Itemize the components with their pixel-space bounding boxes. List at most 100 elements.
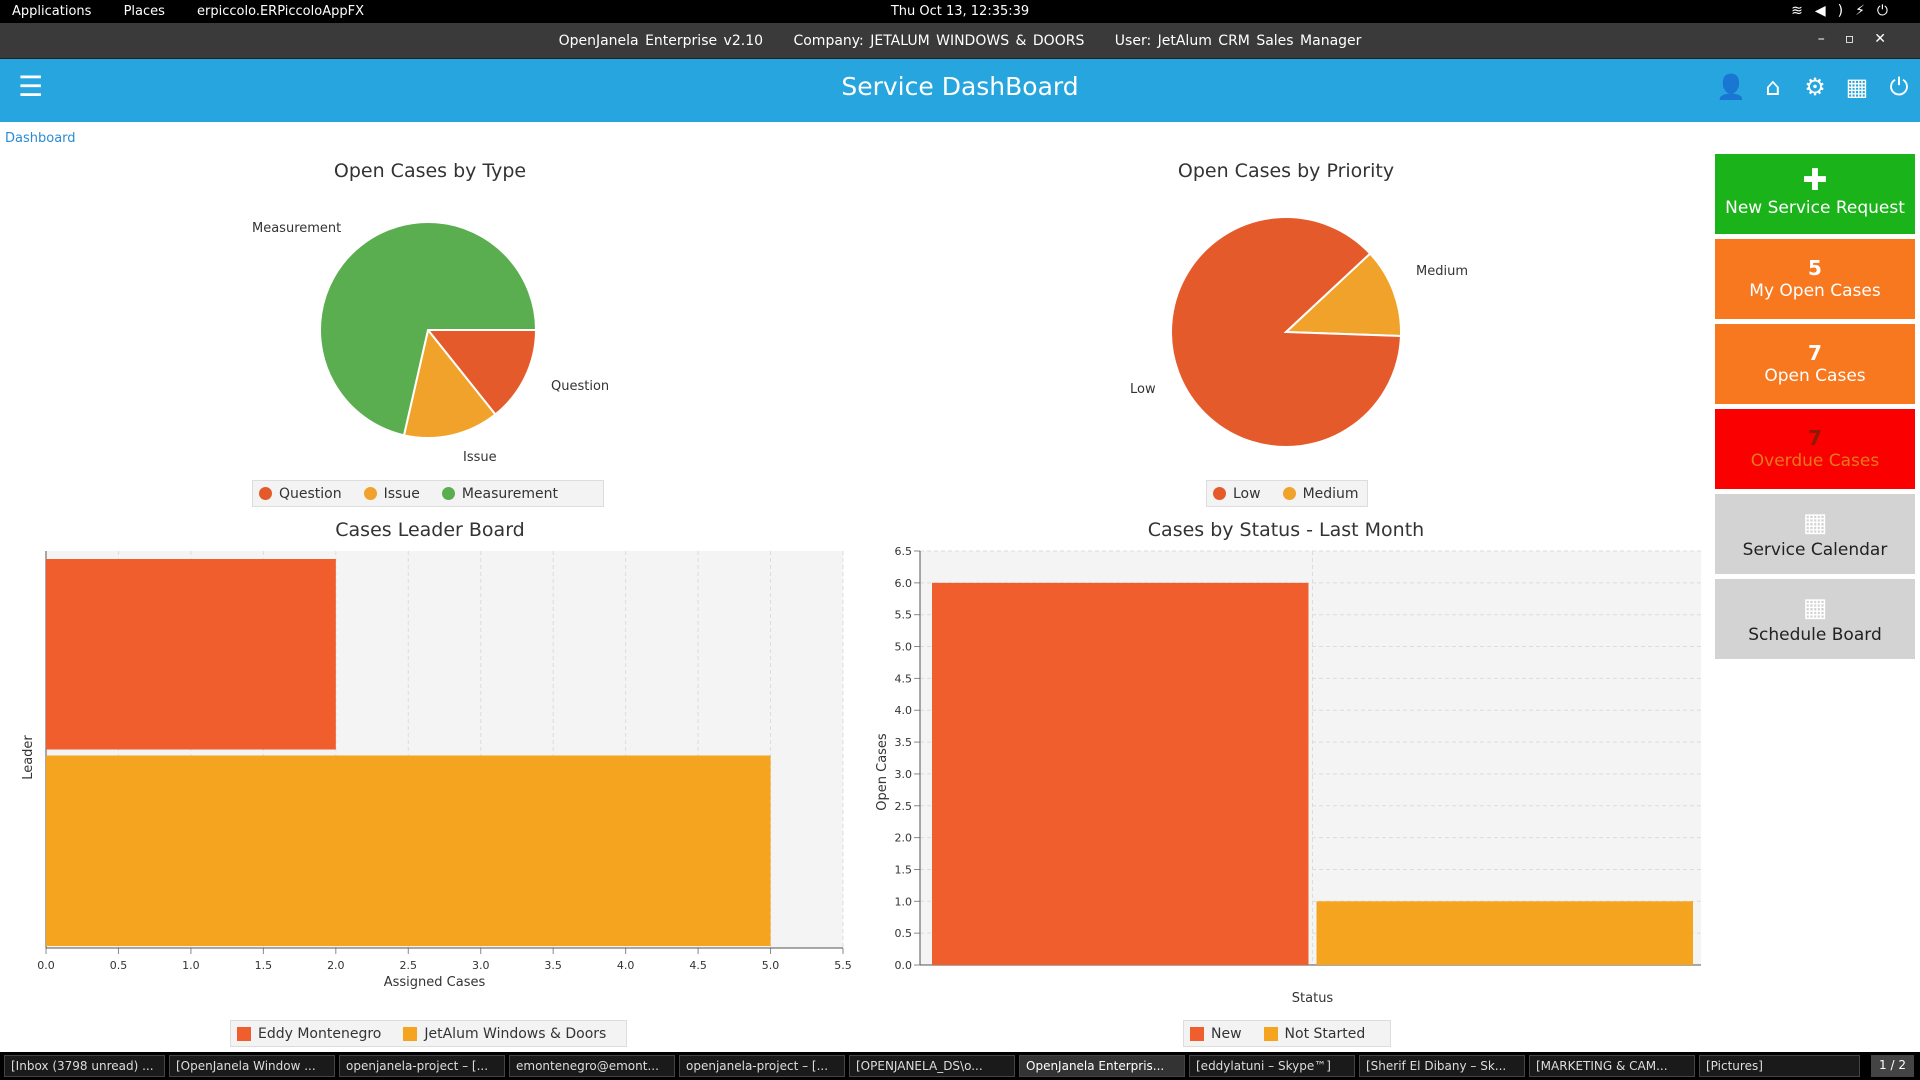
- app-header: ☰ Service DashBoard 👤 ⌂ ⚙ ▦ ⏻: [0, 59, 1920, 122]
- user-icon[interactable]: 👤: [1716, 73, 1746, 101]
- minimize-button[interactable]: –: [1817, 31, 1845, 47]
- pie-label-medium: Medium: [1416, 264, 1468, 279]
- tick-label: 5.0: [762, 959, 780, 972]
- taskbar-item[interactable]: [Sherif El Dibany – Sk...: [1359, 1055, 1525, 1077]
- pie-label-question: Question: [551, 379, 610, 394]
- legend-status: New Not Started: [1183, 1020, 1391, 1047]
- clock[interactable]: Thu Oct 13, 12:35:39: [890, 4, 1030, 19]
- pie-chart-priority: [1170, 216, 1402, 448]
- leader-board-chart: 0.0 0.5 1.0 1.5 2.0 2.5 3.0 3.5 4.0 4.5 5.0 5.5 Assi…: [21, 551, 852, 990]
- settings-icon[interactable]: ⚙: [1804, 73, 1826, 101]
- overdue-cases-button[interactable]: 7 Overdue Cases: [1715, 409, 1915, 489]
- tick-label: 3.0: [472, 959, 490, 972]
- pie-slice-low: [1170, 216, 1402, 448]
- breadcrumb[interactable]: Dashboard: [5, 131, 76, 146]
- calendar-icon: ▦: [1802, 508, 1828, 538]
- workspace-switcher[interactable]: 1 / 2: [1871, 1055, 1914, 1077]
- tick-label: 6.0: [895, 577, 913, 590]
- chart-title: Cases Leader Board: [335, 519, 525, 541]
- chart-title: Cases by Status - Last Month: [1147, 519, 1425, 541]
- tick-label: 4.0: [895, 704, 913, 717]
- tick-label: 0.0: [895, 959, 913, 972]
- tick-label: 2.0: [895, 832, 913, 845]
- tick-label: 1.0: [895, 895, 913, 908]
- legend-priority: Low Medium: [1206, 480, 1368, 507]
- applications-menu[interactable]: Applications: [12, 4, 92, 19]
- tray-icons[interactable]: ≋◀)⚡⏻: [1791, 3, 1900, 19]
- taskbar-item[interactable]: OpenJanela Enterpris...: [1019, 1055, 1185, 1077]
- company-title: Company: JETALUM WINDOWS & DOORS: [793, 33, 1085, 49]
- taskbar-item[interactable]: [Pictures]: [1699, 1055, 1860, 1077]
- user-title: User: JetAlum CRM Sales Manager: [1114, 33, 1362, 49]
- legend-item: Issue: [363, 486, 420, 502]
- legend-item: Measurement: [441, 486, 558, 502]
- tick-label: 3.5: [544, 959, 562, 972]
- open-cases-button[interactable]: 7 Open Cases: [1715, 324, 1915, 404]
- tick-label: 6.5: [895, 545, 913, 558]
- tick-label: 2.5: [895, 800, 913, 813]
- taskbar-item[interactable]: emontenegro@emont...: [509, 1055, 675, 1077]
- new-service-request-button[interactable]: ✚ New Service Request: [1715, 154, 1915, 234]
- taskbar-item[interactable]: [OpenJanela Window ...: [169, 1055, 335, 1077]
- tick-label: 1.5: [255, 959, 273, 972]
- pie-label-issue: Issue: [463, 450, 497, 465]
- x-axis-label: Assigned Cases: [384, 975, 486, 990]
- legend-item: New: [1190, 1026, 1242, 1042]
- maximize-button[interactable]: ▫: [1844, 31, 1875, 47]
- chart-title: Open Cases by Priority: [1177, 160, 1395, 182]
- tick-label: 5.0: [895, 641, 913, 654]
- calendar-icon: ▦: [1802, 593, 1828, 623]
- pie-label-measurement: Measurement: [252, 221, 342, 236]
- legend-item: JetAlum Windows & Doors: [403, 1026, 606, 1042]
- window-titlebar: OpenJanela Enterprise v2.10 Company: JET…: [0, 23, 1920, 59]
- tick-label: 4.5: [689, 959, 707, 972]
- taskbar-item[interactable]: openjanela-project – [...: [679, 1055, 845, 1077]
- pie-slice-question: [425, 329, 538, 416]
- taskbar-item[interactable]: openjanela-project – [...: [339, 1055, 505, 1077]
- page-title: Service DashBoard: [841, 72, 1079, 101]
- legend-item: Not Started: [1263, 1026, 1365, 1042]
- bar-new: [932, 582, 1309, 965]
- taskbar-item[interactable]: [Inbox (3798 unread) ...: [4, 1055, 165, 1077]
- tick-label: 3.0: [895, 768, 913, 781]
- my-open-cases-button[interactable]: 5 My Open Cases: [1715, 239, 1915, 319]
- tick-label: 2.0: [327, 959, 345, 972]
- close-button[interactable]: ✕: [1874, 31, 1906, 47]
- x-axis-label: Status: [1292, 991, 1334, 1006]
- taskbar-item[interactable]: [eddylatuni – Skype™]: [1189, 1055, 1355, 1077]
- plus-icon: ✚: [1802, 163, 1828, 198]
- schedule-board-button[interactable]: ▦ Schedule Board: [1715, 579, 1915, 659]
- taskbar-item[interactable]: [MARKETING & CAM...: [1529, 1055, 1695, 1077]
- legend-item: Low: [1213, 486, 1261, 502]
- tick-label: 1.0: [182, 959, 200, 972]
- bar-not-started: [1316, 901, 1693, 965]
- taskbar-item[interactable]: [OPENJANELA_DS\o...: [849, 1055, 1015, 1077]
- taskbar: [Inbox (3798 unread) ... [OpenJanela Wind…: [0, 1052, 1920, 1080]
- tick-label: 0.0: [37, 959, 55, 972]
- app-menu[interactable]: erpiccolo.ERPiccoloAppFX: [197, 4, 364, 19]
- tick-label: 5.5: [895, 609, 913, 622]
- pie-chart-type: [319, 221, 538, 439]
- status-chart: 0.0 0.5 1.0 1.5 2.0 2.5 3.0 3.5 4.0 4.5 5.0 5.5 6.0 6…: [875, 545, 1701, 1006]
- tick-label: 1.5: [895, 863, 913, 876]
- y-axis-label: Leader: [21, 735, 36, 780]
- pie-label-low: Low: [1130, 382, 1156, 397]
- chart-title: Open Cases by Type: [333, 160, 527, 182]
- system-bar: Applications Places erpiccolo.ERPiccoloA…: [0, 0, 1920, 23]
- tick-label: 2.5: [400, 959, 418, 972]
- service-calendar-button[interactable]: ▦ Service Calendar: [1715, 494, 1915, 574]
- places-menu[interactable]: Places: [123, 4, 165, 19]
- tick-label: 0.5: [110, 959, 128, 972]
- menu-icon[interactable]: ☰: [18, 70, 44, 103]
- tick-label: 4.5: [895, 672, 913, 685]
- bar-jetalum-windows-doors: [46, 755, 771, 946]
- tick-label: 4.0: [617, 959, 635, 972]
- legend-leader: Eddy Montenegro JetAlum Windows & Doors: [230, 1020, 627, 1047]
- pie-slice-measurement: [319, 221, 538, 437]
- calendar-icon[interactable]: ▦: [1845, 73, 1869, 101]
- home-icon[interactable]: ⌂: [1765, 73, 1781, 101]
- legend-item: Medium: [1282, 486, 1359, 502]
- legend-item: Question: [259, 486, 342, 502]
- legend-type: Question Issue Measurement: [252, 480, 604, 507]
- power-icon[interactable]: ⏻: [1889, 73, 1909, 101]
